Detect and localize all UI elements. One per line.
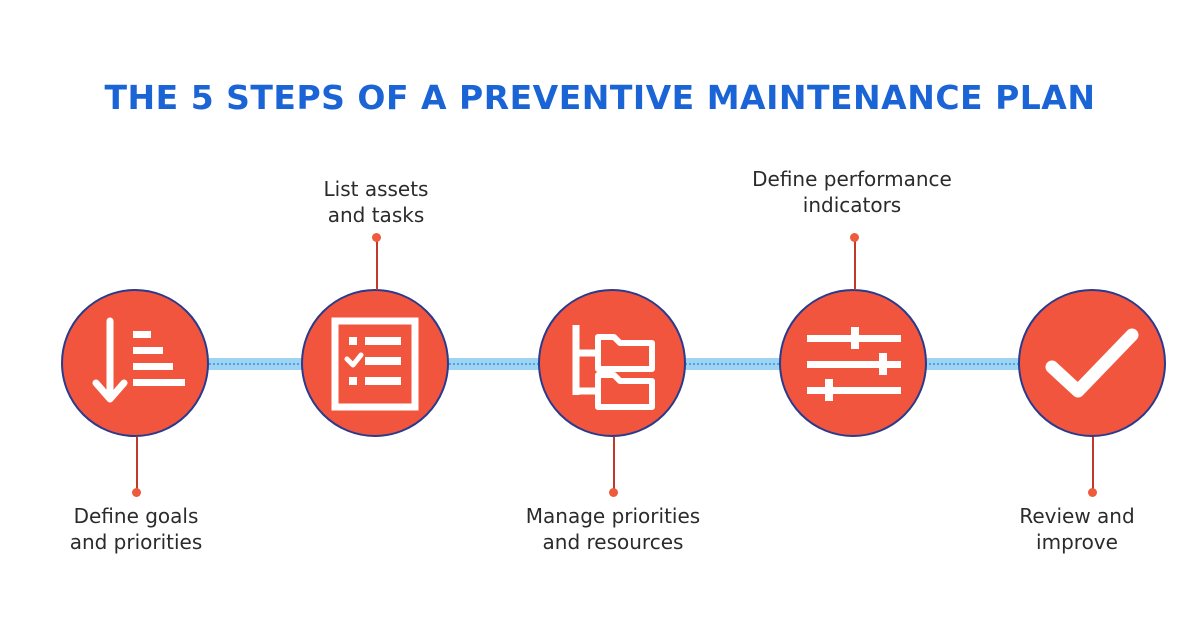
- step-2-connector-dot: [372, 233, 381, 242]
- step-5-connector: [1092, 437, 1094, 493]
- step-1-connector: [136, 437, 138, 493]
- step-1-circle: [61, 289, 209, 437]
- sliders-icon: [807, 327, 901, 401]
- step-5-connector-dot: [1088, 488, 1097, 497]
- folder-tree-icon: [572, 325, 655, 410]
- step-3-label: Manage priorities and resources: [525, 504, 701, 554]
- step-1-connector-dot: [132, 488, 141, 497]
- page-title: THE 5 STEPS OF A PREVENTIVE MAINTENANCE …: [104, 78, 1096, 117]
- step-3-connector: [613, 437, 615, 493]
- checklist-icon: [331, 317, 419, 411]
- step-5-circle: [1018, 289, 1166, 437]
- step-4-label: Define performance indicators: [752, 167, 952, 217]
- checkmark-icon: [1045, 328, 1139, 398]
- step-4-connector-dot: [850, 233, 859, 242]
- sort-descending-icon: [92, 317, 185, 403]
- step-2-connector: [376, 240, 378, 290]
- step-5-label: Review and improve: [1019, 504, 1135, 554]
- step-1-label: Define goals and priorities: [69, 504, 203, 554]
- step-2-circle: [301, 289, 449, 437]
- step-4-connector: [854, 240, 856, 290]
- step-4-circle: [779, 289, 927, 437]
- step-3-connector-dot: [609, 488, 618, 497]
- step-2-label: List assets and tasks: [323, 177, 429, 227]
- step-3-circle: [538, 289, 686, 437]
